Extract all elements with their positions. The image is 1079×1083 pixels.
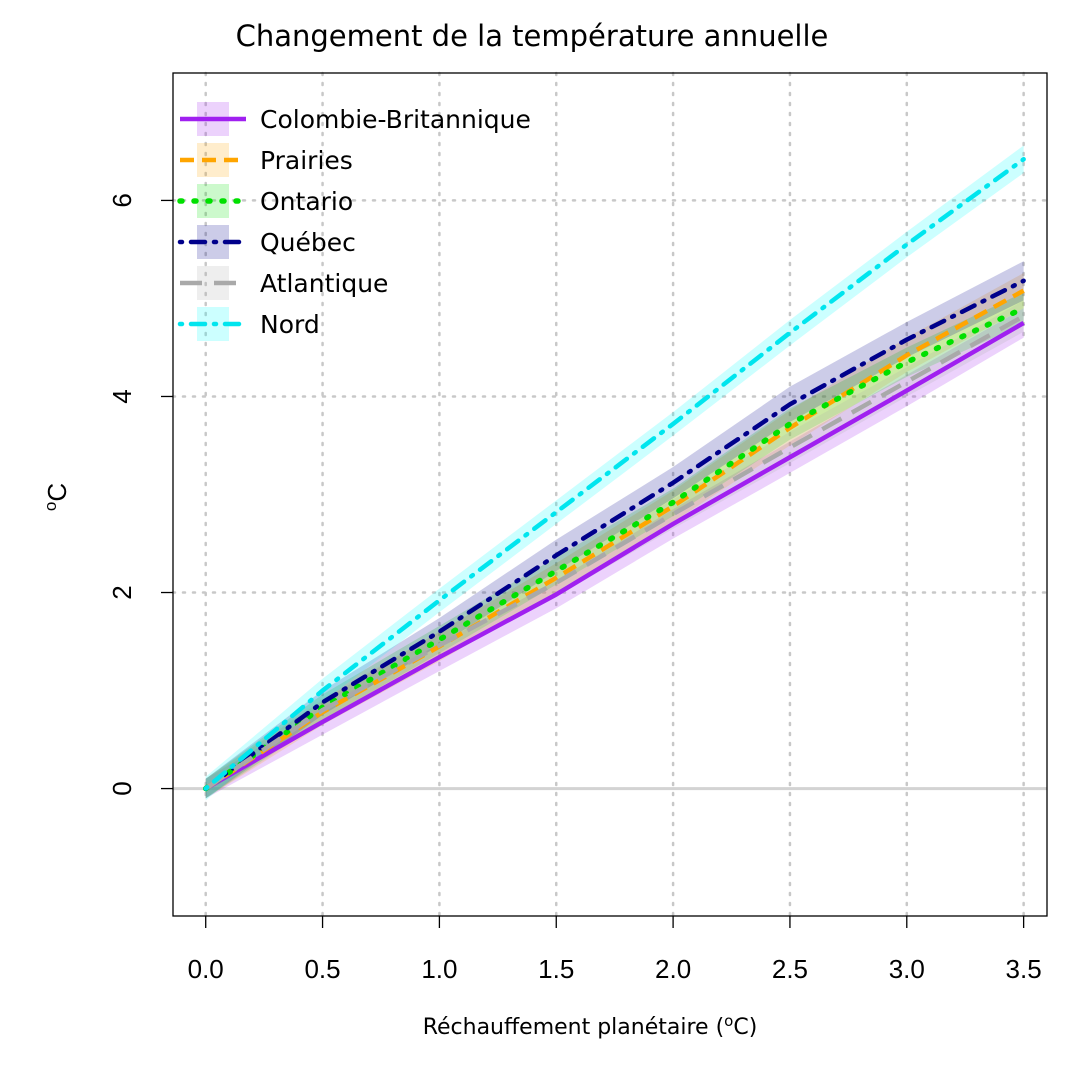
band-1 <box>205 272 1024 799</box>
band-5 <box>205 145 1024 801</box>
series-line-4 <box>204 314 1025 791</box>
legend-label-4: Atlantique <box>260 269 388 298</box>
legend-label-3: Québec <box>260 228 356 257</box>
y-tick-label-3: 6 <box>107 193 137 207</box>
x-axis-label-end: C) <box>733 1015 757 1040</box>
series-line-0 <box>204 321 1025 791</box>
series-line-5 <box>203 157 1026 791</box>
band-2 <box>205 292 1024 799</box>
x-axis: 0.0 0.5 1.0 1.5 2.0 2.5 3.0 3.5 <box>188 916 1042 984</box>
series-line-3 <box>203 278 1026 791</box>
y-axis-label-main: C <box>42 483 72 502</box>
x-tick-label-1: 0.5 <box>304 954 340 984</box>
y-axis: 0 2 4 6 <box>107 193 173 796</box>
chart-title: Changement de la température annuelle <box>236 19 829 53</box>
legend-label-1: Prairies <box>260 146 353 175</box>
band-3 <box>205 261 1024 799</box>
y-axis-label: oC <box>41 483 72 511</box>
y-tick-label-1: 2 <box>107 585 137 599</box>
legend-label-2: Ontario <box>260 187 353 216</box>
legend: Colombie-Britannique Prairies Ontario Québe… <box>177 102 531 341</box>
x-tick-label-4: 2.0 <box>655 954 691 984</box>
x-tick-label-7: 3.5 <box>1006 954 1042 984</box>
x-tick-label-3: 1.5 <box>538 954 574 984</box>
y-tick-label-2: 4 <box>107 389 137 403</box>
x-tick-label-5: 2.5 <box>772 954 808 984</box>
x-axis-label: Réchauffement planétaire (oC) <box>423 1012 758 1040</box>
series-lines <box>202 157 1027 792</box>
x-axis-label-superscript: o <box>724 1012 733 1030</box>
y-tick-label-0: 0 <box>107 781 137 795</box>
x-tick-label-0: 0.0 <box>188 954 224 984</box>
series-line-2 <box>202 305 1027 792</box>
series-line-1 <box>204 288 1025 791</box>
x-axis-label-main: Réchauffement planétaire ( <box>423 1015 724 1040</box>
y-axis-label-superscript: o <box>41 502 60 511</box>
plot-frame <box>172 72 1048 917</box>
x-tick-label-2: 1.0 <box>421 954 457 984</box>
grid <box>171 71 1049 918</box>
legend-label-0: Colombie-Britannique <box>260 105 531 134</box>
x-tick-label-6: 3.0 <box>889 954 925 984</box>
legend-label-5: Nord <box>260 310 320 339</box>
